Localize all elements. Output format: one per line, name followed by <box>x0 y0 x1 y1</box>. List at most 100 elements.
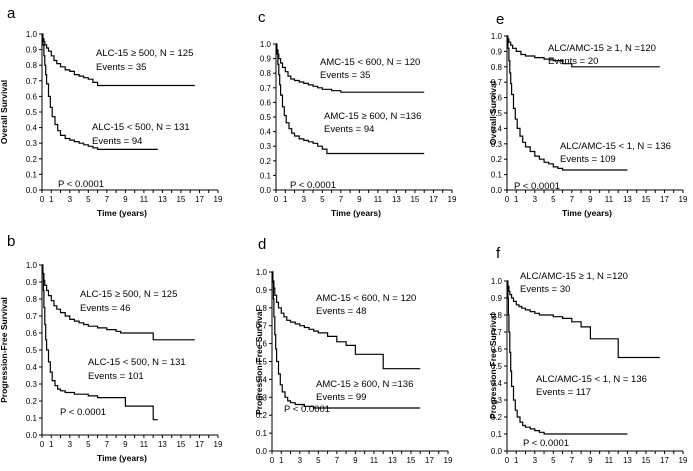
x-tick-label: 11 <box>140 440 149 449</box>
y-axis-label: Overall Survival <box>0 80 9 144</box>
y-tick-label: 0.0 <box>491 447 503 456</box>
y-tick-label: 1.0 <box>256 268 268 277</box>
series-line-1 <box>272 271 421 370</box>
y-tick-label: 0.5 <box>26 108 38 117</box>
x-tick-label: 15 <box>641 195 650 204</box>
y-tick-label: 1.0 <box>26 30 38 39</box>
x-axis-label: Time (years) <box>97 453 147 463</box>
x-tick-label: 11 <box>370 456 379 465</box>
x-tick-label: 9 <box>123 195 128 204</box>
x-axis-label: Time (years) <box>327 469 377 471</box>
p-value-label: P < 0.0001 <box>523 438 569 449</box>
x-tick-label: 3 <box>298 456 303 465</box>
x-tick-label: 15 <box>410 195 419 204</box>
x-tick-label: 3 <box>533 195 538 204</box>
x-tick-label: 13 <box>623 195 632 204</box>
y-tick-label: 0.3 <box>491 140 503 149</box>
x-tick-label: 15 <box>176 440 185 449</box>
y-tick-label: 0.9 <box>491 294 503 303</box>
panel-f: f0.00.10.20.30.40.50.60.70.80.91.00 1 3 5 7 9… <box>488 245 688 471</box>
y-tick-label: 0.1 <box>26 414 38 423</box>
annotation-events-label: Events = 101 <box>88 371 144 382</box>
x-axis-label: Time (years) <box>562 208 612 218</box>
x-tick-label: 11 <box>374 195 383 204</box>
x-tick-label: 5 <box>320 195 325 204</box>
x-tick-label: 13 <box>623 456 632 465</box>
y-tick-label: 0.5 <box>260 113 272 122</box>
panel-letter: a <box>7 5 16 22</box>
x-tick-label: 19 <box>679 195 688 204</box>
y-tick-label: 0.0 <box>26 431 38 440</box>
y-tick-label: 0.4 <box>491 379 503 388</box>
p-value-label: P < 0.0001 <box>58 179 104 190</box>
panel-letter: c <box>258 9 266 26</box>
y-tick-label: 0.3 <box>256 393 268 402</box>
y-tick-label: 0.1 <box>491 430 503 439</box>
annotation-events-label: Events = 46 <box>80 303 130 314</box>
x-tick-label: 7 <box>570 456 575 465</box>
annotation-group-label: AMC-15 < 600, N = 120 <box>320 57 420 68</box>
y-tick-label: 0.4 <box>256 375 268 384</box>
x-tick-label: 0 <box>270 456 275 465</box>
x-tick-label: 19 <box>444 456 453 465</box>
annotation-group-label: ALC-15 < 500, N = 131 <box>88 357 186 368</box>
x-tick-label: 1 <box>279 456 284 465</box>
y-tick-label: 0.2 <box>256 411 268 420</box>
panel-d: d0.00.10.20.30.40.50.60.70.80.91.00 1 3 5 7 9… <box>254 236 453 471</box>
annotation-group-label: AMC-15 ≥ 600, N =136 <box>324 111 421 122</box>
annotation-group-label: ALC-15 ≥ 500, N = 125 <box>96 48 193 59</box>
x-tick-label: 7 <box>105 440 110 449</box>
x-axis-label: Time (years) <box>97 208 147 218</box>
panel-c: c0.00.10.20.30.40.50.60.70.80.91.00 1 3 5 7 9… <box>258 9 457 218</box>
y-tick-label: 0.1 <box>260 171 272 180</box>
x-tick-label: 9 <box>123 440 128 449</box>
y-tick-label: 0.2 <box>26 397 38 406</box>
y-tick-label: 0.6 <box>26 329 38 338</box>
panel-letter: d <box>258 236 266 253</box>
y-tick-label: 0.4 <box>260 128 272 137</box>
p-value-label: P < 0.0001 <box>284 404 330 415</box>
x-tick-label: 17 <box>195 195 204 204</box>
x-tick-label: 0 <box>274 195 279 204</box>
y-tick-label: 0.9 <box>256 286 268 295</box>
x-tick-label: 15 <box>176 195 185 204</box>
y-tick-label: 0.2 <box>260 157 272 166</box>
x-tick-label: 3 <box>302 195 307 204</box>
y-tick-label: 0.6 <box>256 340 268 349</box>
y-tick-label: 0.6 <box>491 345 503 354</box>
x-axis-label: Time (years) <box>331 208 381 218</box>
annotation-group-label: AMC-15 < 600, N = 120 <box>316 293 416 304</box>
x-tick-label: 17 <box>660 195 669 204</box>
series-line-1 <box>507 35 660 68</box>
annotation-group-label: ALC/AMC-15 ≥ 1, N =120 <box>548 43 656 54</box>
annotation-events-label: Events = 99 <box>316 392 366 403</box>
y-tick-label: 0.7 <box>491 78 503 87</box>
y-axis-label: Progression-Free Survival <box>254 309 264 415</box>
y-tick-label: 0.1 <box>491 171 503 180</box>
y-tick-label: 0.3 <box>491 396 503 405</box>
y-tick-label: 0.0 <box>260 186 272 195</box>
y-tick-label: 1.0 <box>26 261 38 270</box>
x-tick-label: 17 <box>660 456 669 465</box>
x-tick-label: 5 <box>86 440 91 449</box>
series-line-2 <box>507 280 628 435</box>
annotation-group-label: ALC-15 ≥ 500, N = 125 <box>80 289 177 300</box>
y-tick-label: 1.0 <box>491 277 503 286</box>
y-tick-label: 0.3 <box>260 142 272 151</box>
x-tick-label: 1 <box>514 456 519 465</box>
annotation-events-label: Events = 35 <box>96 62 146 73</box>
y-tick-label: 0.4 <box>26 363 38 372</box>
x-tick-label: 0 <box>40 195 45 204</box>
x-axis-label: Time (years) <box>562 469 612 471</box>
x-tick-label: 13 <box>158 195 167 204</box>
annotation-events-label: Events = 20 <box>548 56 598 67</box>
panel-letter: f <box>496 245 501 262</box>
y-tick-label: 0.2 <box>491 155 503 164</box>
x-tick-label: 0 <box>40 440 45 449</box>
y-tick-label: 0.8 <box>491 311 503 320</box>
series-line-1 <box>507 280 660 359</box>
x-tick-label: 1 <box>49 440 54 449</box>
y-tick-label: 0.6 <box>491 94 503 103</box>
x-tick-label: 1 <box>283 195 288 204</box>
